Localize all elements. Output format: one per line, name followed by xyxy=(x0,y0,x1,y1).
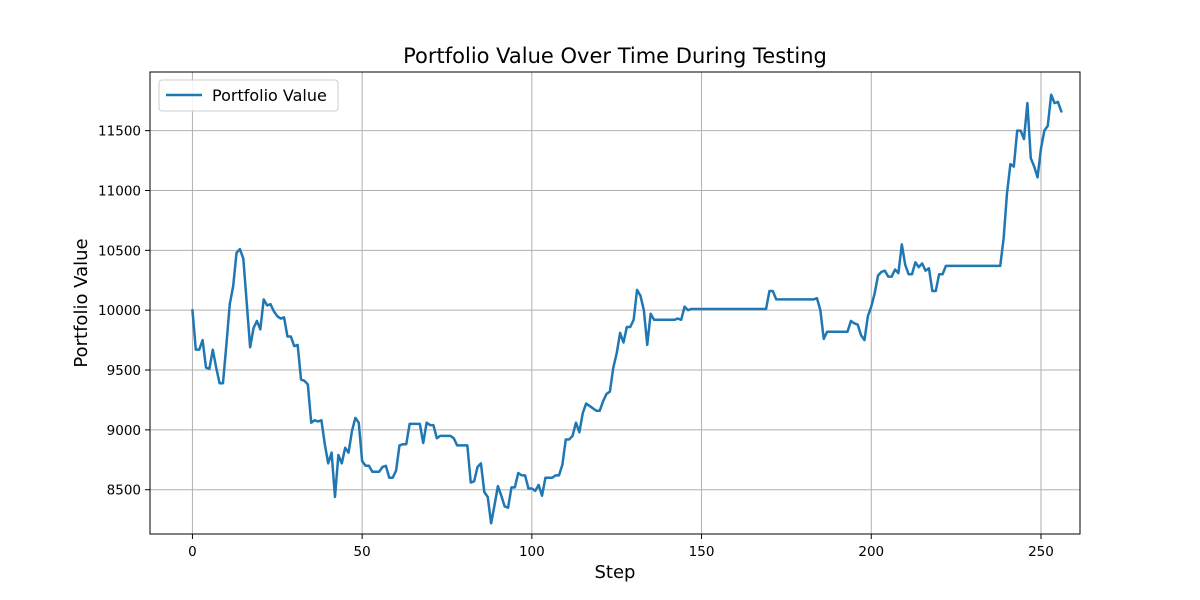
legend-box xyxy=(158,79,339,112)
x-tick-label: 0 xyxy=(188,544,197,560)
y-tick-label: 11500 xyxy=(98,124,141,140)
series-layer xyxy=(191,93,1063,525)
y-tick-label: 9500 xyxy=(107,363,141,379)
series-line-portfolio-value xyxy=(191,93,1063,525)
x-tick-label: 150 xyxy=(689,544,715,560)
legend: Portfolio Value xyxy=(158,79,339,112)
x-tick-label: 50 xyxy=(354,544,371,560)
x-tick-label: 250 xyxy=(1028,544,1054,560)
grid xyxy=(150,72,1080,534)
y-tick-label: 11000 xyxy=(98,183,141,199)
x-axis-label: Step xyxy=(595,562,636,583)
y-tick-label: 10500 xyxy=(98,243,141,259)
x-tick-label: 200 xyxy=(858,544,884,560)
ticks: 0 50 100 150 200 250 8500 9000 9500 10000 10500 110… xyxy=(98,124,1054,560)
y-tick-label: 8500 xyxy=(107,483,141,499)
legend-label: Portfolio Value xyxy=(212,86,327,105)
y-tick-label: 9000 xyxy=(107,423,141,439)
chart-title: Portfolio Value Over Time During Testing xyxy=(403,44,827,68)
plot-area-frame xyxy=(149,71,1081,535)
x-tick-label: 100 xyxy=(519,544,545,560)
y-tick-label: 10000 xyxy=(98,303,141,319)
y-axis-label: Portfolio Value xyxy=(71,238,92,367)
